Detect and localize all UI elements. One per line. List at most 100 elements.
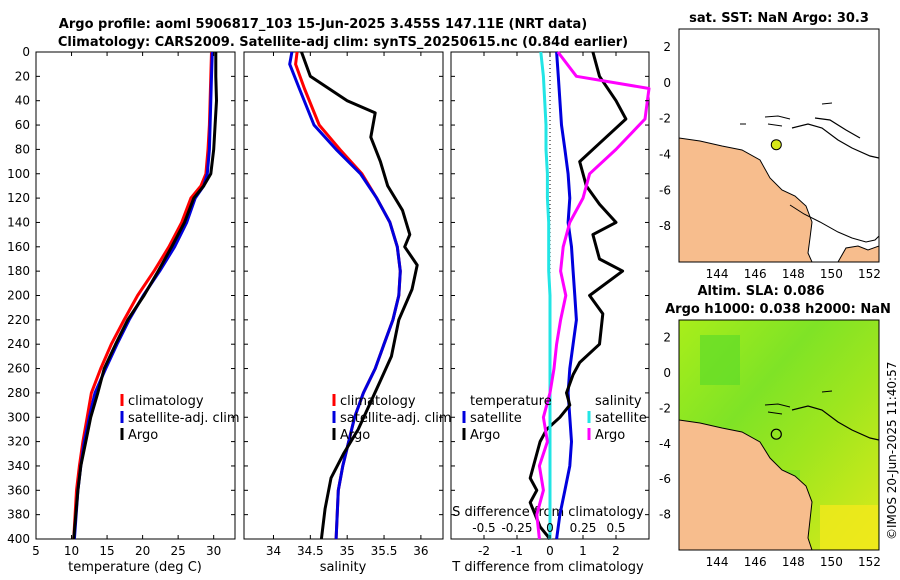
s-tick-label: -0.5	[472, 521, 495, 535]
sla-map	[678, 319, 880, 551]
sla-patch	[820, 505, 878, 550]
y-tick-label: 160	[7, 240, 30, 254]
x-tick-label: 35.5	[371, 544, 398, 558]
figure-title-line2: Climatology: CARS2009. Satellite-adj cli…	[58, 35, 628, 50]
map-x-tick-label: 148	[782, 267, 805, 281]
map-y-tick-label: 2	[663, 40, 671, 54]
s-tick-label: 0.5	[606, 521, 625, 535]
y-tick-label: 300	[7, 410, 30, 424]
x-tick-label: 15	[99, 544, 114, 558]
map-x-tick-label: 152	[858, 267, 881, 281]
sla-float-marker	[770, 428, 782, 440]
map-y-tick-label: -8	[659, 219, 671, 233]
island-east-land	[837, 245, 879, 262]
legend-label-climatology: climatology	[340, 394, 416, 409]
map-x-tick-label: 152	[858, 555, 881, 569]
sst-map-title: sat. SST: NaN Argo: 30.3	[689, 11, 869, 26]
y-tick-label: 260	[7, 362, 30, 376]
map-y-tick-label: 0	[663, 76, 671, 90]
y-tick-label: 120	[7, 191, 30, 205]
legend-label-satellite-adj: satellite-adj. clim	[340, 411, 452, 426]
map-y-tick-label: -4	[659, 437, 671, 451]
legend-label-t-argo: Argo	[470, 428, 500, 443]
x-tick-label: 34.5	[297, 544, 324, 558]
salinity-xlabel: salinity	[320, 560, 367, 575]
sla-map-frame	[678, 319, 880, 551]
map-x-tick-label: 146	[744, 555, 767, 569]
x-tick-label: -2	[478, 544, 490, 558]
temperature-panel-frame	[35, 51, 236, 540]
y-tick-label: 40	[15, 94, 30, 108]
map-y-tick-label: -2	[659, 112, 671, 126]
coastline-new-britain	[791, 405, 879, 441]
sla-map-title-line1: Altim. SLA: 0.086	[698, 284, 825, 299]
s-tick-label: -0.25	[501, 521, 532, 535]
y-tick-label: 60	[15, 118, 30, 132]
legend-label-s-satellite: satellite	[595, 411, 647, 426]
map-x-tick-label: 146	[744, 267, 767, 281]
legend-title-salinity: salinity	[595, 394, 642, 409]
series-line-satellite-adj-clim	[288, 51, 402, 540]
x-tick-label: 5	[32, 544, 40, 558]
x-tick-label: 1	[579, 544, 587, 558]
map-y-tick-label: -8	[659, 508, 671, 522]
map-y-tick-label: -6	[659, 183, 671, 197]
difference-xlabel: T difference from climatology	[451, 560, 644, 575]
series-line-argo	[300, 51, 419, 540]
legend-title-temperature: temperature	[470, 394, 552, 409]
series-line-climatology	[294, 51, 402, 540]
x-tick-label: 0	[546, 544, 554, 558]
map-y-tick-label: -2	[659, 401, 671, 415]
x-tick-label: 35	[340, 544, 355, 558]
y-tick-label: 80	[15, 142, 30, 156]
sla-patch	[700, 335, 740, 385]
new-guinea-land	[679, 137, 813, 262]
map-y-tick-label: 0	[663, 366, 671, 380]
legend-label-argo: Argo	[340, 428, 370, 443]
x-tick-label: 34	[266, 544, 281, 558]
figure-title-line1: Argo profile: aoml 5906817_103 15-Jun-20…	[59, 17, 587, 32]
legend-label-argo: Argo	[128, 428, 158, 443]
y-tick-label: 180	[7, 264, 30, 278]
map-y-tick-label: 2	[663, 331, 671, 345]
coastline-islands	[740, 102, 833, 127]
y-tick-label: 400	[7, 532, 30, 546]
y-tick-label: 360	[7, 483, 30, 497]
credit-text: ©IMOS 20-Jun-2025 11:40:57	[885, 362, 899, 540]
x-tick-label: 36	[413, 544, 428, 558]
map-x-tick-label: 148	[782, 555, 805, 569]
y-tick-label: 200	[7, 289, 30, 303]
x-tick-label: 30	[206, 544, 221, 558]
y-tick-label: 220	[7, 313, 30, 327]
series-line-s-argo	[535, 51, 651, 540]
map-x-tick-label: 144	[706, 555, 729, 569]
legend-label-s-argo: Argo	[595, 428, 625, 443]
sst-float-marker	[770, 139, 782, 151]
map-x-tick-label: 150	[820, 267, 843, 281]
y-tick-label: 320	[7, 435, 30, 449]
y-tick-label: 20	[15, 69, 30, 83]
map-x-tick-label: 150	[820, 555, 843, 569]
coastline-new-britain	[791, 123, 879, 159]
new-guinea-land	[679, 419, 813, 550]
x-tick-label: 10	[64, 544, 79, 558]
temperature-legend: climatology satellite-adj. clim Argo	[120, 394, 240, 443]
y-tick-label: 380	[7, 508, 30, 522]
map-y-tick-label: -4	[659, 147, 671, 161]
y-tick-label: 100	[7, 167, 30, 181]
s-tick-label: 0.25	[570, 521, 597, 535]
legend-label-climatology: climatology	[128, 394, 204, 409]
series-line-t-argo	[528, 51, 628, 540]
temperature-xlabel: temperature (deg C)	[68, 560, 202, 575]
legend-label-t-satellite: satellite	[470, 411, 522, 426]
x-tick-label: 25	[171, 544, 186, 558]
sst-map	[678, 28, 880, 263]
x-tick-label: 20	[135, 544, 150, 558]
x-tick-label: -1	[511, 544, 523, 558]
series-line-s-satellite	[539, 51, 552, 539]
coastline-southeast	[789, 204, 879, 243]
difference-top-axis-label: S difference from climatology	[452, 505, 644, 520]
y-tick-label: 240	[7, 337, 30, 351]
series-line-t-satellite	[555, 51, 578, 540]
